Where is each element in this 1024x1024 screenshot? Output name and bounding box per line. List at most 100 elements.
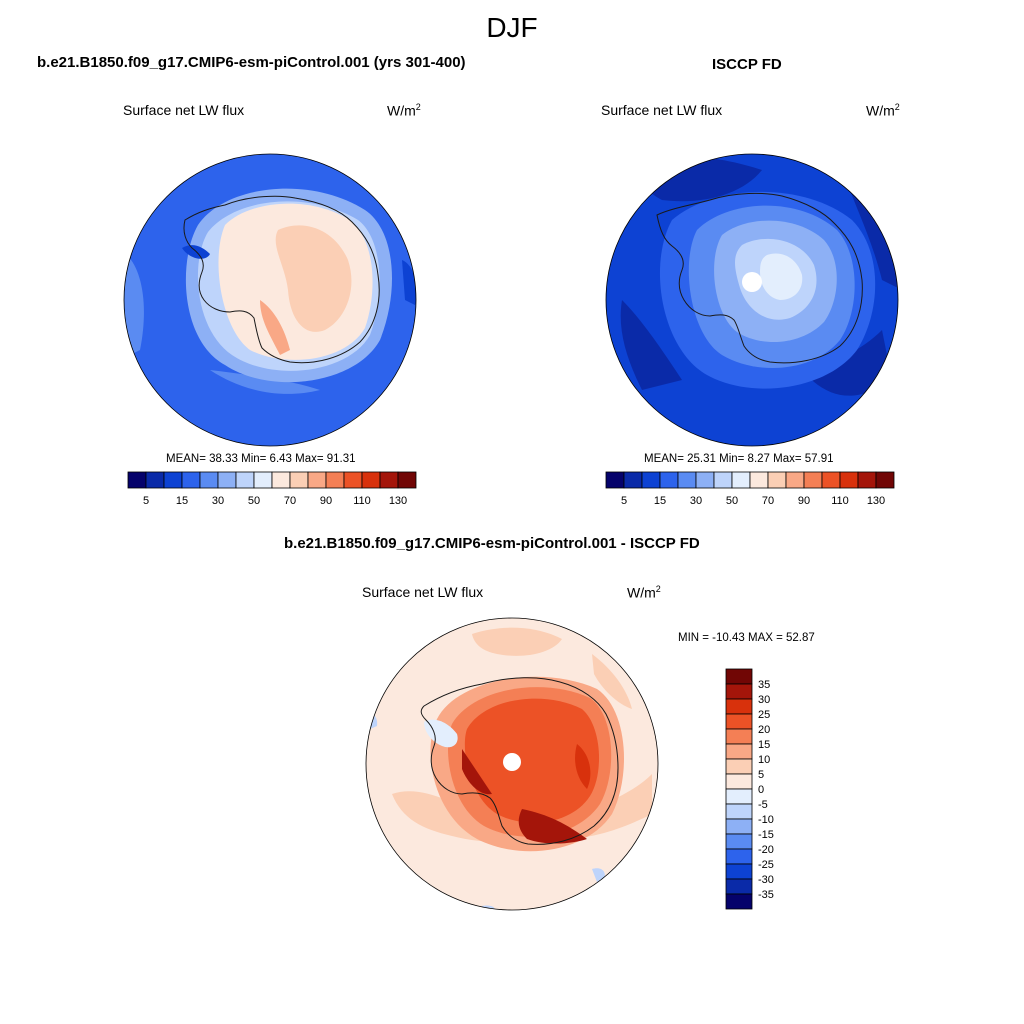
diff-colorbar-tick-label: -20 — [758, 844, 774, 856]
obs-colorbar-tick-label: 110 — [831, 495, 849, 507]
diff-colorbar-tick-label: 30 — [758, 694, 770, 706]
model-colorbar-tick-label: 30 — [212, 495, 224, 507]
figure-title: DJF — [486, 12, 538, 43]
diff-units-label: W/m2 — [627, 584, 661, 601]
model-colorbar-tick-label: 130 — [389, 495, 407, 507]
obs-colorbar-cell — [623, 471, 643, 489]
obs-colorbar-tick-label: 30 — [690, 495, 702, 507]
diff-colorbar-cell — [725, 818, 753, 835]
obs-colorbar-cell — [605, 471, 625, 489]
obs-ocean-dark-patch — [620, 300, 682, 390]
diff-ocean-band — [472, 627, 562, 656]
model-colorbar-cell — [289, 471, 309, 489]
obs-pole-hole — [742, 272, 762, 292]
obs-map-border — [605, 153, 899, 447]
obs-colorbar-cell — [839, 471, 859, 489]
model-ross-patch — [260, 300, 290, 355]
diff-colorbar-tick-label: -10 — [758, 814, 774, 826]
obs-colorbar: 5 15 30 50 70 90 110 130 — [605, 471, 895, 507]
obs-panel-title: ISCCP FD — [712, 56, 782, 73]
model-colorbar-cell — [343, 471, 363, 489]
diff-colorbar-cell — [725, 758, 753, 775]
model-colorbar-tick-label: 90 — [320, 495, 332, 507]
diff-colorbar-cell — [725, 668, 753, 685]
model-colorbar-cell — [397, 471, 417, 489]
diff-colorbar-cell — [725, 863, 753, 880]
diff-stats: MIN = -10.43 MAX = 52.87 — [678, 632, 815, 644]
diff-ross-patch — [518, 809, 587, 844]
model-colorbar-cell — [217, 471, 237, 489]
diff-colorbar-cell — [725, 713, 753, 730]
model-colorbar-tick-label: 5 — [143, 495, 149, 507]
diff-interior — [464, 698, 600, 823]
diff-negative-patch — [592, 868, 605, 882]
diff-ocean-band — [592, 654, 632, 709]
obs-colorbar-cell — [677, 471, 697, 489]
diff-colorbar-tick-label: 25 — [758, 709, 770, 721]
model-colorbar-cell — [181, 471, 201, 489]
obs-colorbar-tick-label: 90 — [798, 495, 810, 507]
diff-colorbar-tick-label: 5 — [758, 769, 764, 781]
model-colorbar-tick-label: 70 — [284, 495, 296, 507]
obs-colorbar-cell — [803, 471, 823, 489]
obs-colorbar-cell — [659, 471, 679, 489]
diff-colorbar-tick-label: -5 — [758, 799, 768, 811]
obs-colorbar-tick-label: 15 — [654, 495, 666, 507]
model-map-border — [123, 153, 417, 447]
diff-peninsula-patch — [424, 719, 458, 748]
model-units-label: W/m2 — [387, 102, 421, 119]
obs-coastline — [656, 192, 863, 364]
obs-colorbar-tick-label: 5 — [621, 495, 627, 507]
model-coastline — [183, 195, 380, 364]
diff-map-border — [365, 617, 659, 911]
diff-pole-hole — [503, 753, 521, 771]
obs-colorbar-tick-label: 70 — [762, 495, 774, 507]
obs-colorbar-cell — [641, 471, 661, 489]
model-colorbar-cell — [199, 471, 219, 489]
model-colorbar-tick-label: 15 — [176, 495, 188, 507]
model-colorbar-tick-label: 110 — [353, 495, 371, 507]
model-colorbar-cell — [271, 471, 291, 489]
model-colorbar-cell — [379, 471, 399, 489]
model-colorbar-cell — [235, 471, 255, 489]
model-colorbar-cell — [361, 471, 381, 489]
model-colorbar-tick-label: 50 — [248, 495, 260, 507]
model-ocean-patch — [210, 370, 320, 394]
obs-variable-label: Surface net LW flux — [601, 102, 723, 118]
obs-colorbar-tick-label: 130 — [867, 495, 885, 507]
diff-colorbar-cell — [725, 833, 753, 850]
diff-colorbar-tick-label: 0 — [758, 784, 764, 796]
diff-colorbar-cell — [725, 698, 753, 715]
diff-colorbar-cell — [725, 788, 753, 805]
diff-colorbar-tick-label: 15 — [758, 739, 770, 751]
obs-colorbar-cell — [695, 471, 715, 489]
model-colorbar-cell — [253, 471, 273, 489]
model-stats: MEAN= 38.33 Min= 6.43 Max= 91.31 — [166, 453, 356, 465]
model-colorbar-cell — [307, 471, 327, 489]
diff-coastline — [420, 677, 619, 845]
diff-colorbar-tick-label: -30 — [758, 874, 774, 886]
diff-colorbar-cell — [725, 743, 753, 760]
diff-colorbar-cell — [725, 803, 753, 820]
obs-colorbar-cell — [857, 471, 877, 489]
obs-colorbar-cell — [713, 471, 733, 489]
model-colorbar-cell — [163, 471, 183, 489]
diff-colorbar-cell — [725, 878, 753, 895]
obs-plateau-core — [760, 253, 803, 300]
diff-colorbar-tick-label: -35 — [758, 889, 774, 901]
diff-variable-label: Surface net LW flux — [362, 584, 484, 600]
diff-panel-title: b.e21.B1850.f09_g17.CMIP6-esm-piControl.… — [284, 535, 700, 552]
obs-ocean-dark-patch — [802, 330, 892, 396]
model-colorbar-cell — [325, 471, 345, 489]
obs-stats: MEAN= 25.31 Min= 8.27 Max= 57.91 — [644, 453, 834, 465]
obs-colorbar-cell — [731, 471, 751, 489]
obs-colorbar-cell — [749, 471, 769, 489]
diff-colorbar-cell — [725, 773, 753, 790]
model-ocean-dark-patch — [402, 260, 416, 305]
diff-colorbar-tick-label: -25 — [758, 859, 774, 871]
diff-colorbar: 35 30 25 20 15 10 5 0 -5 -10 -15 -20 -25 -30 -35 — [725, 668, 774, 910]
diff-weddell-patch — [462, 749, 492, 795]
diff-colorbar-cell — [725, 728, 753, 745]
obs-colorbar-tick-label: 50 — [726, 495, 738, 507]
diff-colorbar-tick-label: 35 — [758, 679, 770, 691]
